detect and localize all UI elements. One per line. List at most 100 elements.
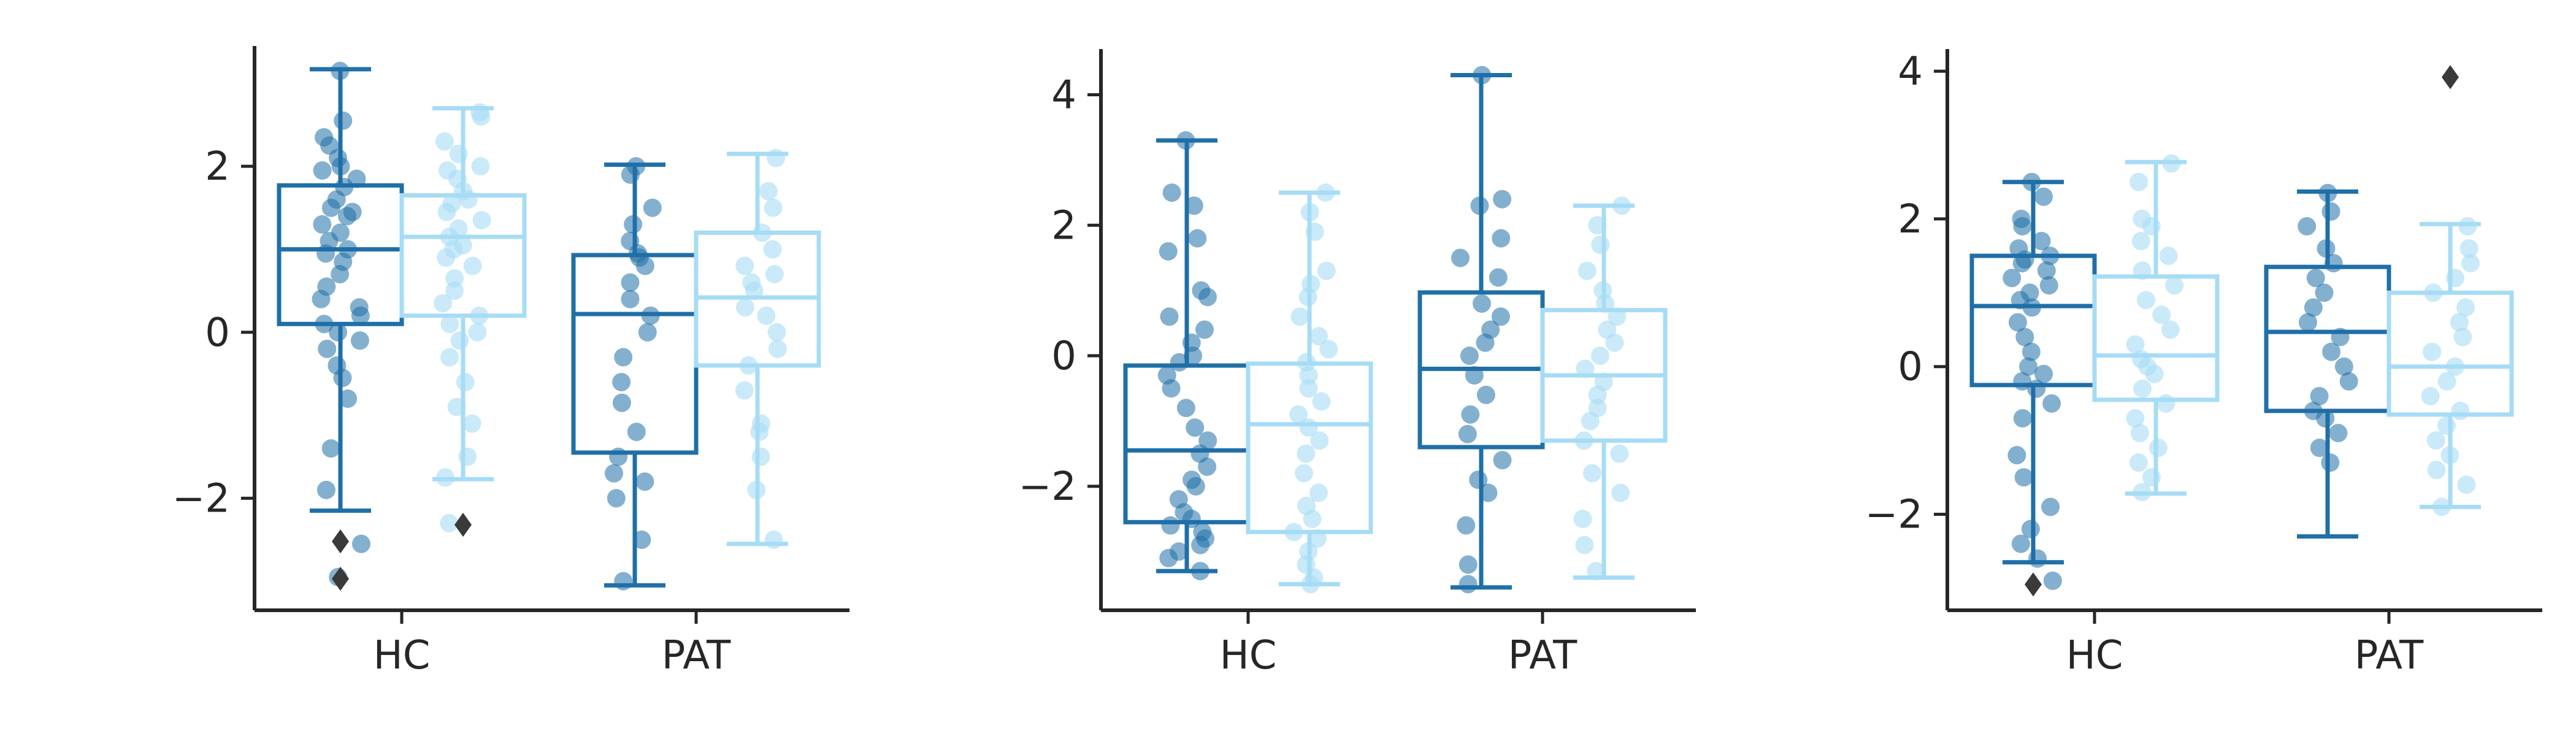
- data-point: [2421, 386, 2440, 405]
- data-point: [1198, 457, 1217, 476]
- data-point: [470, 306, 489, 325]
- data-point: [2041, 247, 2060, 266]
- data-point: [471, 157, 490, 176]
- data-point: [2022, 342, 2041, 361]
- data-point: [2126, 408, 2145, 427]
- data-point: [1319, 340, 1338, 359]
- data-point: [764, 531, 783, 549]
- data-point: [2149, 439, 2168, 458]
- data-point: [2013, 372, 2032, 391]
- data-point: [2027, 379, 2046, 398]
- data-point: [763, 240, 782, 259]
- data-point: [2306, 269, 2325, 288]
- data-point: [2316, 408, 2335, 427]
- data-point: [1317, 261, 1336, 280]
- data-point: [1159, 242, 1178, 261]
- data-point: [1299, 418, 1318, 437]
- panel-1: −2 0 2 HC PAT: [172, 46, 849, 678]
- data-point: [331, 157, 350, 176]
- data-point: [2003, 269, 2022, 288]
- data-point: [2032, 232, 2051, 251]
- data-point: [735, 256, 754, 275]
- data-point: [1458, 424, 1477, 443]
- data-point: [1493, 190, 1512, 209]
- data-point: [1588, 385, 1607, 404]
- data-point: [2142, 217, 2161, 236]
- data-point: [2321, 453, 2340, 472]
- data-point: [2445, 357, 2464, 376]
- data-point: [2129, 172, 2149, 191]
- data-point: [2013, 408, 2032, 427]
- data-point: [2432, 497, 2451, 516]
- data-point: [2039, 276, 2058, 295]
- x-tick-label-pat: PAT: [662, 633, 731, 678]
- data-point: [2458, 217, 2477, 236]
- data-point: [2133, 483, 2152, 502]
- data-point: [316, 480, 335, 499]
- data-point: [1469, 470, 1488, 489]
- data-point: [1612, 196, 1631, 215]
- data-point: [2008, 313, 2027, 332]
- data-point: [2142, 468, 2161, 487]
- data-point: [635, 472, 654, 491]
- data-point: [2453, 328, 2472, 347]
- data-point: [1489, 268, 1508, 287]
- data-point: [2298, 217, 2317, 236]
- data-point: [2152, 305, 2171, 324]
- box-pat-series-1: [571, 157, 699, 591]
- data-point: [463, 256, 482, 275]
- data-point: [2133, 261, 2152, 280]
- data-point: [450, 331, 469, 350]
- y-tick-label: 4: [1898, 49, 1923, 94]
- data-point: [2424, 283, 2443, 302]
- data-point: [2041, 497, 2060, 516]
- data-point: [318, 339, 337, 358]
- data-point: [329, 323, 348, 342]
- data-point: [2318, 183, 2337, 202]
- data-point: [2012, 254, 2031, 273]
- data-point: [350, 331, 369, 350]
- data-point: [1310, 431, 1329, 450]
- data-point: [643, 198, 662, 217]
- data-point: [1284, 523, 1303, 542]
- data-point: [1176, 131, 1195, 150]
- data-point: [321, 198, 340, 217]
- outlier-marker: [2442, 65, 2459, 90]
- data-point: [1294, 464, 1313, 483]
- data-point: [612, 372, 631, 391]
- data-point: [1590, 347, 1609, 366]
- data-point: [2450, 313, 2469, 332]
- data-point: [1301, 575, 1320, 594]
- data-point: [621, 165, 640, 184]
- data-point: [1492, 229, 1511, 248]
- data-point: [753, 223, 772, 242]
- data-point: [2014, 468, 2033, 487]
- data-point: [468, 323, 487, 342]
- data-point: [1188, 229, 1207, 248]
- data-point: [1611, 483, 1630, 502]
- data-point: [1608, 307, 1627, 326]
- data-point: [2451, 401, 2470, 420]
- outlier-marker: [454, 513, 472, 537]
- data-point: [1591, 236, 1610, 255]
- data-point: [750, 423, 769, 442]
- data-point: [458, 447, 477, 466]
- outlier-marker: [332, 529, 349, 554]
- data-point: [739, 356, 758, 375]
- data-point: [1170, 353, 1189, 372]
- data-point: [1587, 562, 1606, 581]
- data-point: [2461, 254, 2480, 273]
- box-hc-series-1: [277, 61, 404, 591]
- data-point: [751, 447, 770, 466]
- data-point: [1159, 548, 1178, 567]
- data-point: [1191, 535, 1210, 554]
- data-point: [440, 513, 459, 532]
- data-point: [1479, 483, 1498, 502]
- data-point: [2034, 187, 2053, 206]
- y-tick-label: 0: [1898, 345, 1923, 390]
- x-tick-label-hc: HC: [2066, 633, 2123, 678]
- data-point: [1289, 405, 1308, 424]
- data-point: [2145, 364, 2164, 383]
- data-point: [612, 393, 631, 412]
